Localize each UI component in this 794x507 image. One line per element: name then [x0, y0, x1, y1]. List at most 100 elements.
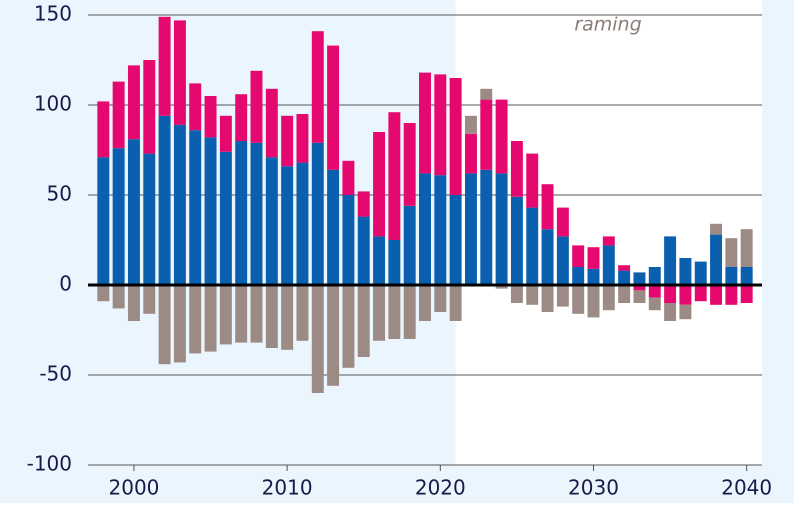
bar-segment [327, 285, 340, 386]
bar-segment [694, 285, 707, 302]
bar-segment [710, 285, 723, 305]
bar-segment [173, 285, 186, 363]
bar-segment [265, 157, 278, 285]
annotation: raming [574, 14, 641, 36]
bar-segment [143, 285, 156, 314]
bar-segment [311, 285, 324, 393]
bar-segment [143, 153, 156, 285]
bar-segment [725, 267, 738, 285]
bar-segment [587, 268, 600, 285]
bar-segment [127, 65, 140, 140]
y-tick-label: 150 [34, 2, 72, 26]
bar-segment [189, 285, 202, 354]
bar-segment [235, 94, 248, 141]
bar-segment [403, 285, 416, 339]
bar-segment [556, 207, 569, 237]
bar-segment [281, 166, 294, 285]
bar-segment [572, 285, 585, 314]
x-tick-label: 2000 [109, 476, 160, 500]
bar-segment [556, 285, 569, 307]
bar-segment [602, 285, 615, 311]
bar-segment [740, 229, 753, 267]
bar-segment [648, 285, 661, 298]
bar-segment [725, 285, 738, 305]
bar-segment [480, 99, 493, 170]
bar-segment [357, 191, 370, 217]
bar-segment [342, 285, 355, 368]
bar-segment [158, 115, 171, 285]
bar-segment [710, 234, 723, 285]
y-tick-label: 50 [47, 182, 72, 206]
bar-segment [373, 236, 386, 285]
bar-segment [342, 160, 355, 195]
bar-segment [173, 124, 186, 285]
bar-segment [97, 157, 110, 285]
bar-segment [510, 196, 523, 285]
bar-segment [204, 137, 217, 285]
bar-segment [618, 270, 631, 285]
bar-segment [664, 285, 677, 303]
bar-segment [403, 123, 416, 206]
bar-segment [572, 245, 585, 267]
bar-segment [664, 236, 677, 285]
bar-segment [602, 236, 615, 246]
x-tick-label: 2010 [262, 476, 313, 500]
bar-segment [235, 141, 248, 285]
bar-segment [143, 60, 156, 154]
bar-segment [710, 223, 723, 235]
bar-segment [679, 304, 692, 320]
bar-segment [449, 78, 462, 195]
bar-segment [158, 285, 171, 365]
bar-segment [281, 285, 294, 350]
bar-segment [541, 229, 554, 285]
bar-segment [311, 31, 324, 143]
bar-segment [311, 142, 324, 285]
bar-segment [495, 99, 508, 174]
bar-segment [235, 285, 248, 343]
bar-segment [265, 285, 278, 348]
bar-segment [357, 216, 370, 285]
bar-segment [495, 173, 508, 285]
bar-segment [265, 88, 278, 158]
bar-segment [97, 101, 110, 158]
bar-segment [740, 285, 753, 303]
bar-segment [679, 285, 692, 305]
bar-segment [464, 115, 477, 134]
bar-segment [127, 285, 140, 321]
bar-segment [219, 115, 232, 152]
bar-segment [112, 81, 125, 149]
bar-segment [296, 285, 309, 341]
bar-segment [127, 139, 140, 285]
bar-segment [173, 20, 186, 125]
bar-segment [296, 114, 309, 163]
y-tick-label: -100 [27, 452, 72, 476]
bar-segment [112, 285, 125, 309]
bar-segment [464, 173, 477, 285]
bar-segment [158, 16, 171, 116]
bar-segment [556, 236, 569, 285]
bar-segment [449, 195, 462, 285]
bar-segment [633, 285, 646, 291]
y-tick-label: 0 [59, 272, 72, 296]
bar-segment [373, 285, 386, 341]
bar-segment [526, 207, 539, 285]
bar-segment [327, 45, 340, 170]
bar-segment [694, 261, 707, 285]
x-tick-label: 2020 [415, 476, 466, 500]
bar-segment [618, 265, 631, 271]
bar-segment [388, 240, 401, 285]
bar-segment [403, 205, 416, 285]
bar-segment [434, 74, 447, 176]
bar-segment [419, 173, 431, 285]
bar-segment [250, 70, 263, 143]
bar-segment [388, 285, 401, 339]
bar-segment [602, 245, 615, 285]
bar-segment [204, 285, 217, 352]
bar-segment [740, 267, 753, 285]
bar-segment [618, 285, 631, 303]
bar-segment [480, 169, 493, 285]
bar-segment [250, 285, 263, 343]
bar-segment [541, 184, 554, 230]
bar-segment [434, 175, 447, 285]
